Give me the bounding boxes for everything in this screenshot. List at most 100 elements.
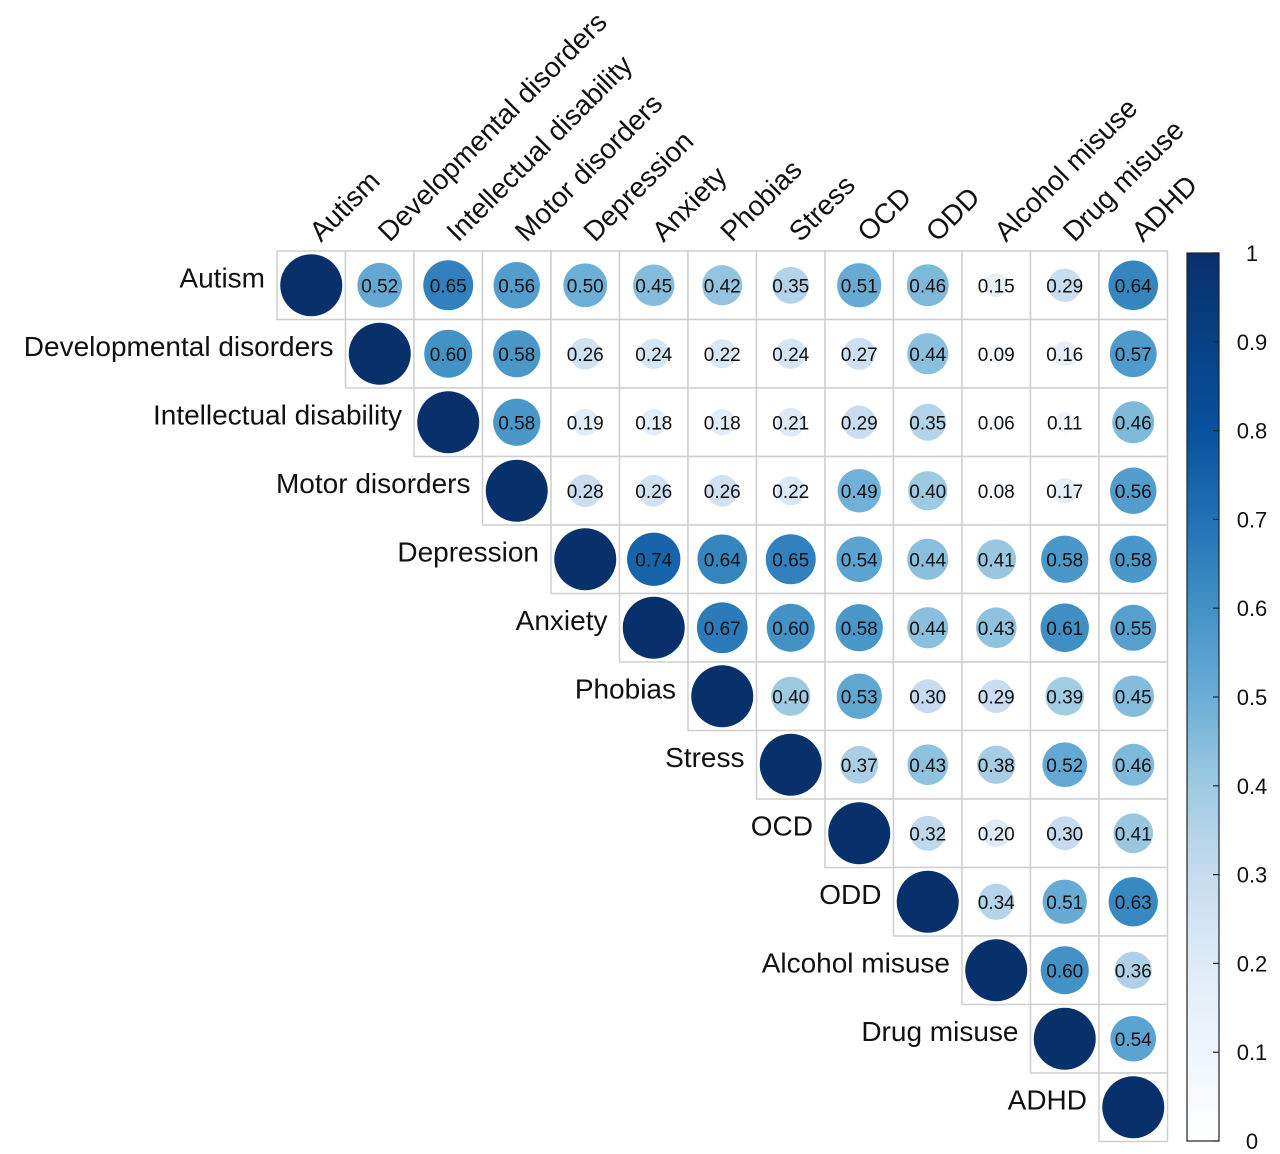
correlation-circle [1112, 401, 1155, 444]
correlation-circle [977, 745, 1016, 784]
correlation-value-label: 0.29 [1046, 276, 1083, 297]
row-label: Drug misuse [861, 1016, 1018, 1047]
row-label: Developmental disorders [24, 331, 334, 362]
row-label: ODD [819, 879, 881, 910]
correlation-value-label: 0.51 [841, 276, 878, 297]
correlation-value-label: 0.67 [704, 619, 741, 640]
correlation-value-label: 0.26 [704, 482, 741, 503]
correlation-value-label: 0.24 [772, 345, 809, 366]
correlation-value-label: 0.60 [1046, 961, 1083, 982]
correlation-value-label: 0.46 [1115, 756, 1152, 777]
correlation-value-label: 0.38 [978, 756, 1015, 777]
correlation-value-label: 0.30 [909, 687, 946, 708]
correlation-circle [771, 676, 811, 716]
correlation-circle [638, 338, 669, 369]
correlation-value-label: 0.56 [498, 276, 535, 297]
correlation-circle [907, 744, 949, 786]
correlation-circle [706, 474, 739, 507]
correlation-value-label: 0.50 [567, 276, 604, 297]
correlation-circle [772, 266, 810, 304]
correlation-circle [982, 819, 1011, 848]
correlation-value-label: 0.19 [567, 413, 604, 434]
grid-cell [755, 250, 826, 321]
correlation-circle [622, 596, 685, 659]
correlation-circle [1110, 604, 1157, 651]
correlation-circle [637, 474, 670, 507]
correlation-circle [1110, 1015, 1157, 1062]
correlation-circle [766, 603, 815, 652]
correlation-circle [280, 254, 343, 317]
correlation-value-label: 0.44 [909, 619, 946, 640]
correlation-circle [910, 679, 945, 714]
correlation-circle [357, 262, 403, 308]
correlation-circle [907, 607, 949, 649]
correlation-circle [976, 539, 1017, 580]
correlation-circle [417, 391, 480, 454]
correlation-circle [1042, 742, 1088, 788]
grid-cell [618, 455, 689, 526]
correlation-value-label: 0.32 [909, 824, 946, 845]
correlation-circle [554, 528, 617, 591]
correlation-value-label: 0.57 [1115, 345, 1152, 366]
correlation-circle [836, 673, 882, 719]
correlation-circle [988, 414, 1004, 430]
correlation-value-label: 0.64 [1115, 276, 1152, 297]
correlation-value-label: 0.22 [704, 345, 741, 366]
correlation-value-label: 0.36 [1115, 961, 1152, 982]
correlation-circle [828, 802, 891, 865]
correlation-value-label: 0.58 [498, 413, 535, 434]
correlation-value-label: 0.65 [430, 276, 467, 297]
correlation-value-label: 0.45 [635, 276, 672, 297]
correlation-value-label: 0.39 [1046, 687, 1083, 708]
correlation-value-label: 0.41 [978, 550, 1015, 571]
correlation-value-label: 0.45 [1115, 687, 1152, 708]
correlation-circle [910, 815, 946, 851]
correlation-value-label: 0.27 [841, 345, 878, 366]
correlation-value-label: 0.51 [1046, 893, 1083, 914]
correlation-circle [493, 398, 541, 446]
correlation-value-label: 0.43 [978, 619, 1015, 640]
colorbar-tick-label: 0.1 [1237, 1040, 1268, 1065]
row-label: Phobias [575, 673, 676, 704]
correlation-value-label: 0.35 [909, 413, 946, 434]
correlation-circle [765, 534, 816, 585]
colorbar-tick-label: 0.8 [1237, 419, 1268, 444]
correlation-circle [984, 273, 1009, 298]
correlation-circle [1047, 816, 1082, 851]
correlation-circle [836, 536, 883, 583]
correlation-value-label: 0.64 [704, 550, 741, 571]
correlation-circle [840, 745, 879, 784]
correlation-circle [485, 459, 548, 522]
correlation-circle [1042, 879, 1087, 924]
correlation-value-label: 0.24 [635, 345, 672, 366]
correlation-circle [908, 471, 948, 511]
correlation-circle [568, 474, 602, 508]
grid-cell [892, 318, 963, 389]
correlation-circle [1110, 467, 1157, 514]
correlation-circle [1048, 268, 1082, 302]
correlation-value-label: 0.21 [772, 413, 809, 434]
correlation-value-label: 0.29 [978, 687, 1015, 708]
correlation-circle [1114, 951, 1152, 989]
correlation-circle [1045, 676, 1085, 716]
value-label-layer: 0.52 0.65 0.56 0.50 0.45 0.42 0.35 0.51 0.46 0.15… [361, 276, 1152, 1051]
correlation-value-label: 0.22 [772, 482, 809, 503]
row-label: Anxiety [516, 605, 608, 636]
correlation-value-label: 0.08 [978, 482, 1015, 503]
correlation-value-label: 0.43 [909, 756, 946, 777]
column-label: ODD [920, 181, 986, 247]
correlation-circle [965, 939, 1028, 1002]
correlation-value-label: 0.44 [909, 550, 946, 571]
correlation-value-label: 0.16 [1046, 345, 1083, 366]
correlation-value-label: 0.17 [1046, 482, 1083, 503]
correlation-circle [423, 260, 474, 311]
correlation-value-label: 0.49 [841, 482, 878, 503]
row-label: Autism [179, 262, 265, 293]
correlation-circle [837, 469, 881, 513]
correlation-circle [627, 532, 681, 586]
correlation-circle [776, 476, 806, 506]
correlation-value-label: 0.42 [704, 276, 741, 297]
correlation-circle [842, 405, 876, 439]
correlation-circle [1102, 1076, 1165, 1139]
